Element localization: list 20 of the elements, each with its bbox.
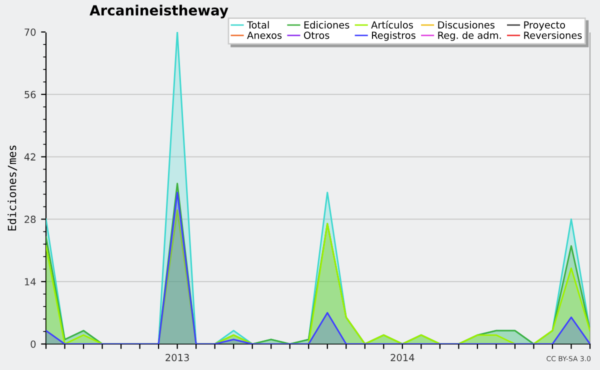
legend-label: Discusiones xyxy=(438,21,494,29)
y-tick-label: 0 xyxy=(30,340,36,348)
legend-label: Reg. de adm. xyxy=(438,31,501,41)
y-tick-label: 56 xyxy=(24,90,36,98)
legend-label: Anexos xyxy=(247,32,282,39)
legend-label: Total xyxy=(246,21,269,29)
legend-label: Registros xyxy=(372,31,416,41)
chart-title: Arcanineistheway xyxy=(90,4,228,18)
y-tick-label: 14 xyxy=(24,278,36,286)
legend-label: Otros xyxy=(304,32,330,39)
legend-label: Artículos xyxy=(371,20,413,29)
legend-label: Proyecto xyxy=(524,21,565,30)
y-tick-label: 70 xyxy=(24,28,36,36)
legend-label: Reversiones xyxy=(524,31,582,39)
y-axis-title: Ediciones/mes xyxy=(8,146,18,230)
x-tick-label: 2013 xyxy=(166,354,189,362)
legend-label: Ediciones xyxy=(304,21,350,29)
y-tick-label: 28 xyxy=(24,216,36,224)
x-tick-label: 2014 xyxy=(390,354,414,362)
y-tick-label: 42 xyxy=(24,153,36,160)
